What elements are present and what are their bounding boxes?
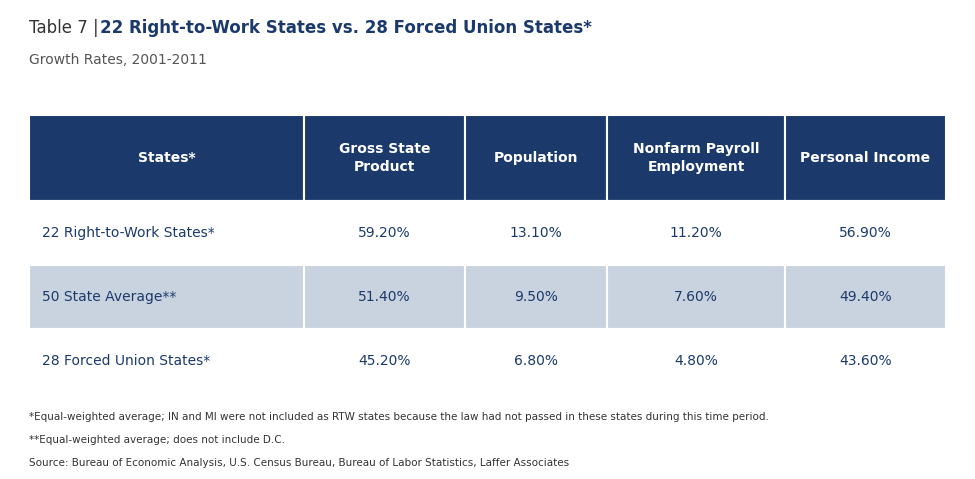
Text: Table 7 |: Table 7 | bbox=[29, 19, 104, 37]
Text: Personal Income: Personal Income bbox=[800, 151, 930, 165]
Text: 59.20%: 59.20% bbox=[358, 226, 410, 240]
Text: **Equal-weighted average; does not include D.C.: **Equal-weighted average; does not inclu… bbox=[29, 435, 286, 445]
Text: 4.80%: 4.80% bbox=[674, 354, 718, 368]
Text: Nonfarm Payroll
Employment: Nonfarm Payroll Employment bbox=[633, 142, 760, 174]
Text: 43.60%: 43.60% bbox=[839, 354, 892, 368]
Text: 13.10%: 13.10% bbox=[509, 226, 562, 240]
Text: 22 Right-to-Work States*: 22 Right-to-Work States* bbox=[42, 226, 214, 240]
Text: 49.40%: 49.40% bbox=[839, 290, 892, 304]
Text: 6.80%: 6.80% bbox=[514, 354, 558, 368]
Text: Gross State
Product: Gross State Product bbox=[338, 142, 430, 174]
Text: 28 Forced Union States*: 28 Forced Union States* bbox=[42, 354, 211, 368]
Text: 56.90%: 56.90% bbox=[839, 226, 892, 240]
Text: 45.20%: 45.20% bbox=[358, 354, 410, 368]
Text: 50 State Average**: 50 State Average** bbox=[42, 290, 176, 304]
Text: Source: Bureau of Economic Analysis, U.S. Census Bureau, Bureau of Labor Statist: Source: Bureau of Economic Analysis, U.S… bbox=[29, 458, 569, 468]
Text: States*: States* bbox=[137, 151, 196, 165]
Text: 7.60%: 7.60% bbox=[674, 290, 718, 304]
Text: Growth Rates, 2001-2011: Growth Rates, 2001-2011 bbox=[29, 53, 207, 67]
Text: 11.20%: 11.20% bbox=[670, 226, 722, 240]
Text: 51.40%: 51.40% bbox=[358, 290, 410, 304]
Text: 9.50%: 9.50% bbox=[514, 290, 558, 304]
Text: *Equal-weighted average; IN and MI were not included as RTW states because the l: *Equal-weighted average; IN and MI were … bbox=[29, 412, 769, 422]
Text: 22 Right-to-Work States vs. 28 Forced Union States*: 22 Right-to-Work States vs. 28 Forced Un… bbox=[100, 19, 592, 37]
Text: Population: Population bbox=[493, 151, 578, 165]
